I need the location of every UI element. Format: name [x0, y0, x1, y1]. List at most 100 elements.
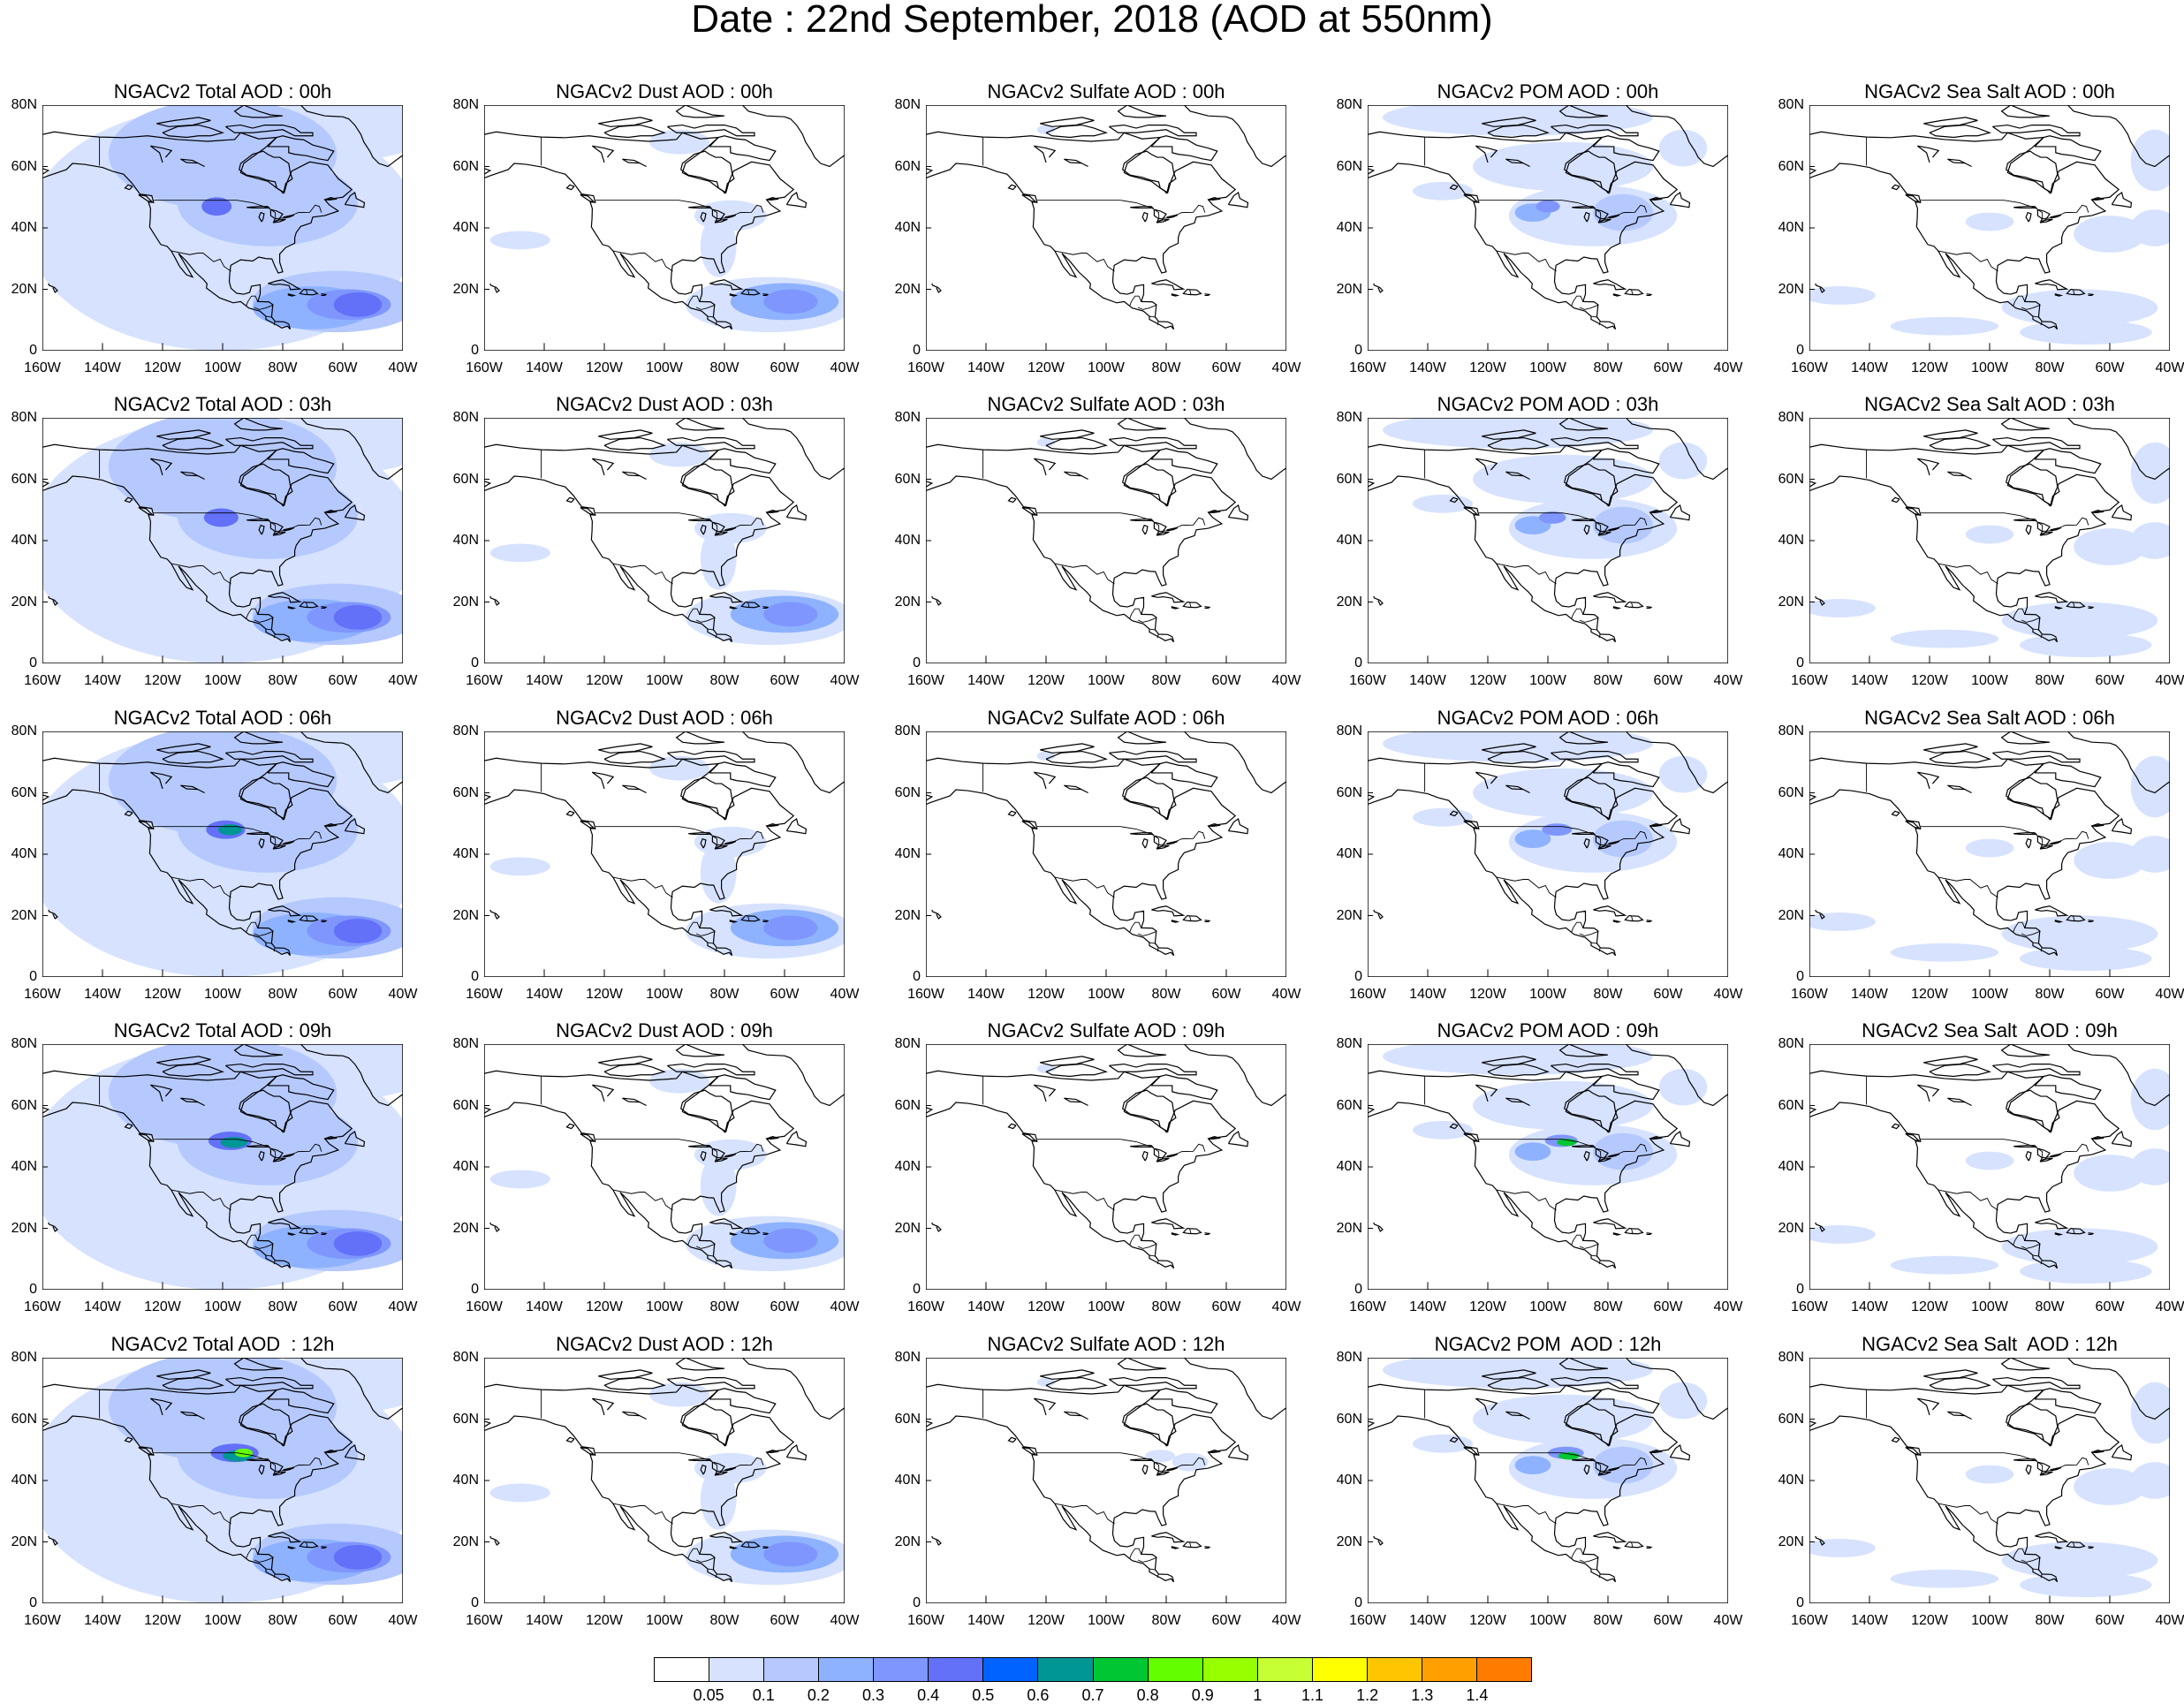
coastline	[1475, 1085, 1497, 1102]
coastline	[1670, 193, 1689, 208]
coastline	[1374, 596, 1383, 605]
aod-region	[1383, 1044, 1653, 1075]
coastline	[1572, 207, 1595, 208]
coastline	[268, 280, 300, 290]
lon-tick-label: 140W	[1409, 673, 1446, 688]
coastline	[1947, 1098, 1971, 1105]
aod-region	[1809, 599, 1876, 617]
country-border	[1580, 1244, 1598, 1248]
coastline	[932, 910, 941, 919]
coastline	[1584, 1465, 1589, 1474]
coastline	[1156, 219, 1169, 223]
lon-tick-label: 80W	[268, 1613, 298, 1628]
country-border	[1055, 1503, 1115, 1524]
coastline	[763, 294, 768, 296]
lat-tick-label: 60N	[452, 1411, 479, 1427]
coastline	[1647, 1547, 1651, 1549]
aod-region	[178, 473, 358, 559]
coastline	[300, 1542, 317, 1548]
aod-region	[1890, 943, 1999, 962]
aod-region	[1383, 105, 1653, 136]
lat-tick-label: 60N	[452, 1097, 479, 1113]
lat-tick-label: 60N	[894, 158, 921, 174]
lon-tick-label: 160W	[466, 673, 503, 688]
coastline	[49, 284, 57, 292]
coastline	[1172, 607, 1178, 609]
coastline	[688, 519, 711, 521]
colorbar-label: 0.05	[693, 1686, 724, 1704]
coastline	[592, 1398, 613, 1415]
lon-tick-label: 40W	[2155, 1299, 2184, 1314]
coastline	[1228, 1445, 1247, 1460]
lon-tick-label: 120W	[1911, 1299, 1948, 1314]
coastline	[273, 1472, 285, 1475]
coastline	[1560, 418, 1608, 430]
aod-region	[178, 160, 358, 246]
country-border	[1157, 1261, 1158, 1265]
panel-title: NGACv2 Total AOD : 09h	[113, 1019, 332, 1041]
aod-region	[1036, 751, 1056, 761]
country-border	[1149, 1569, 1156, 1570]
coastline	[325, 1137, 337, 1140]
colorbar-label: 1.3	[1411, 1686, 1434, 1704]
aod-region	[1172, 1452, 1209, 1472]
country-border	[2021, 305, 2040, 309]
coastline	[322, 920, 326, 922]
coastline	[325, 1450, 337, 1453]
lon-tick-label: 160W	[24, 987, 61, 1002]
panel-title: NGACv2 Sea Salt AOD : 09h	[1862, 1019, 2118, 1041]
coastline	[246, 207, 269, 208]
coastline	[2035, 1075, 2101, 1100]
coastline	[1451, 811, 1459, 815]
coastline	[225, 752, 313, 762]
coastline	[1992, 125, 2080, 136]
coastline	[715, 219, 727, 223]
coastline	[622, 159, 646, 166]
coastline	[225, 1378, 313, 1389]
lat-tick-label: 40N	[11, 1473, 37, 1488]
lon-tick-label: 160W	[1791, 987, 1828, 1002]
coastline	[490, 284, 499, 292]
coastline	[1119, 1044, 1166, 1056]
coastline	[1647, 1233, 1651, 1235]
lon-tick-label: 40W	[1713, 1613, 1743, 1628]
lat-tick-label: 0	[1796, 343, 1804, 358]
lat-tick-label: 20N	[452, 281, 479, 297]
country-border	[246, 1235, 258, 1245]
country-border	[1591, 1569, 1597, 1570]
coastline	[1906, 507, 1920, 514]
country-border	[1190, 602, 1192, 608]
lon-tick-label: 100W	[1529, 673, 1566, 688]
country-border	[2033, 1569, 2039, 1570]
coastline	[598, 117, 652, 126]
coastline	[1892, 497, 1900, 502]
country-border	[1479, 1140, 1647, 1158]
coastline	[1205, 607, 1210, 609]
coastline	[345, 193, 364, 208]
lat-tick-label: 0	[471, 1595, 479, 1610]
panel-title: NGACv2 Sulfate AOD : 00h	[987, 80, 1225, 102]
coastline	[1064, 1412, 1088, 1419]
country-border	[613, 1503, 673, 1524]
coastline	[1626, 418, 1728, 480]
lon-tick-label: 60W	[770, 1613, 800, 1628]
coastline	[1947, 472, 1971, 479]
country-border	[708, 1569, 714, 1570]
country-border	[716, 322, 717, 326]
coastline	[1593, 136, 1659, 161]
coastline	[1205, 1547, 1210, 1549]
lat-tick-label: 20N	[11, 1534, 37, 1549]
coastline	[1228, 505, 1247, 520]
coastline	[2006, 464, 2059, 506]
coastline	[180, 159, 204, 166]
lon-tick-label: 60W	[770, 987, 800, 1002]
country-border	[1138, 617, 1156, 622]
lat-tick-label: 20N	[1336, 1534, 1362, 1549]
coastline	[1650, 198, 1663, 201]
coastline	[1598, 219, 1611, 223]
country-border	[1138, 1244, 1156, 1248]
country-border	[1055, 1190, 1115, 1210]
coastline	[926, 1384, 1235, 1581]
aod-region	[763, 289, 818, 314]
coastline	[730, 1233, 736, 1235]
